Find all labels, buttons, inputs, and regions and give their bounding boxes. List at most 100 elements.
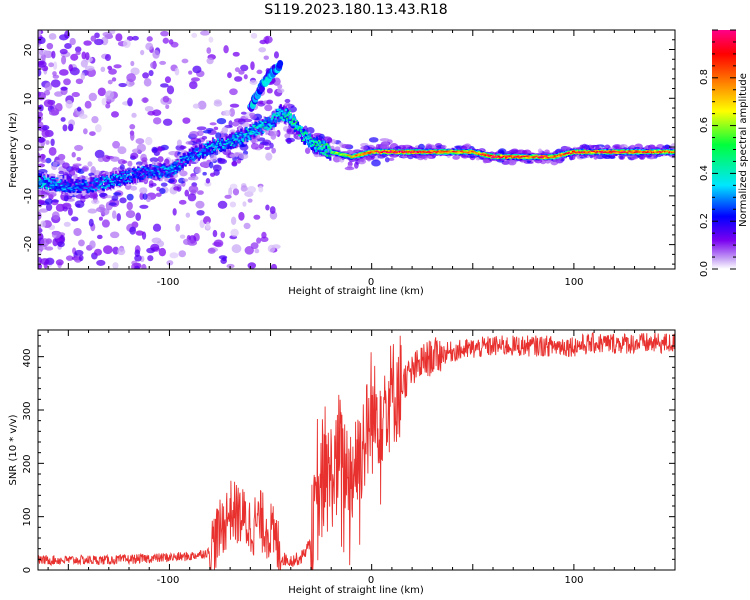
ridge-cell — [129, 180, 132, 183]
ridge-cell — [270, 118, 273, 123]
ridge-cell — [39, 178, 42, 181]
ridge-cell — [110, 176, 114, 179]
ridge-cell — [146, 169, 149, 173]
noise-blob — [670, 143, 675, 150]
ridge-cell — [120, 180, 124, 184]
ridge-cell — [50, 184, 53, 187]
ridge-cell — [321, 144, 324, 146]
noise-blob — [41, 129, 50, 138]
noise-blob — [172, 208, 177, 216]
ridge-cell — [262, 131, 265, 133]
noise-blob — [146, 36, 153, 42]
noise-blob — [89, 240, 96, 249]
ridge-cell — [268, 123, 271, 127]
ridge-cell — [222, 147, 225, 152]
noise-blob — [43, 99, 54, 108]
noise-blob — [156, 240, 165, 248]
ridge-cell — [130, 178, 133, 181]
ridge-cell — [628, 150, 631, 152]
ridge-cell — [87, 190, 90, 193]
ridge-cell — [295, 125, 299, 128]
ridge-cell — [406, 150, 409, 152]
ridge-cell — [292, 114, 296, 119]
noise-blob — [118, 82, 127, 88]
ridge-cell — [193, 157, 196, 160]
ridge-cell — [137, 176, 140, 179]
noise-blob — [147, 255, 154, 262]
ridge-cell — [170, 172, 173, 178]
noise-blob — [229, 201, 237, 208]
chart-title: S119.2023.180.13.43.R18 — [264, 2, 447, 18]
noise-blob — [188, 185, 199, 194]
ridge-cell — [163, 166, 166, 168]
ridge-cell — [289, 113, 292, 115]
noise-blob — [116, 213, 121, 222]
noise-blob — [110, 111, 120, 118]
ridge-cell — [573, 151, 577, 153]
ridge-cell — [233, 140, 236, 144]
ridge-cell — [114, 181, 118, 184]
noise-blob — [67, 207, 73, 216]
ridge-cell — [373, 151, 376, 153]
ridge-cell — [157, 170, 160, 172]
ridge-cell — [558, 153, 561, 156]
ridge-cell — [51, 183, 54, 186]
ridge-cell — [116, 181, 120, 184]
ridge-cell — [271, 114, 274, 118]
ridge-cell — [196, 154, 199, 156]
ridge-cell — [89, 181, 92, 185]
noise-blob — [70, 53, 79, 61]
noise-blob — [162, 95, 170, 103]
ridge-cell — [103, 177, 106, 179]
ridge-cell — [471, 151, 474, 153]
ridge-cell — [551, 155, 554, 157]
ridge-cell — [322, 148, 325, 154]
ridge-cell — [100, 186, 103, 189]
ridge-cell — [388, 151, 392, 154]
ridge-cell — [124, 179, 128, 183]
ridge-cell — [297, 125, 301, 129]
ridge-cell — [316, 144, 319, 146]
ridge-cell — [233, 144, 236, 147]
ridge-cell — [666, 150, 670, 152]
ridge-cell — [468, 150, 471, 152]
ridge-cell — [474, 151, 478, 154]
ridge-cell — [241, 140, 244, 145]
ridge-cell — [198, 153, 201, 156]
ridge-cell — [64, 187, 67, 190]
ridge-cell — [211, 144, 215, 148]
ridge-cell — [572, 150, 576, 152]
noise-blob — [217, 200, 228, 209]
ridge-cell — [470, 150, 473, 152]
ridge-cell — [557, 154, 560, 157]
ridge-cell — [99, 183, 102, 185]
ridge-cell — [246, 138, 249, 142]
ridge-cell — [56, 177, 59, 184]
ridge-cell — [222, 146, 225, 148]
ridge-cell — [249, 126, 252, 129]
ridge-cell — [310, 137, 313, 139]
ridge-cell — [657, 152, 661, 154]
ridge-cell — [145, 165, 148, 170]
ridge-cell — [60, 184, 63, 187]
ridge-cell — [362, 153, 365, 155]
ridge-cell — [131, 176, 134, 180]
ridge-cell — [47, 177, 50, 180]
noise-blob — [64, 30, 70, 39]
ridge-cell — [232, 134, 235, 138]
noise-blob — [40, 220, 46, 228]
ridge-cell — [253, 131, 256, 135]
ridge-cell — [53, 177, 56, 180]
ridge-cell — [576, 151, 580, 154]
ridge-cell — [122, 171, 126, 173]
noise-blob — [88, 218, 94, 227]
ridge-cell — [477, 151, 481, 154]
ridge-cell — [219, 142, 222, 145]
noise-blob — [130, 152, 139, 160]
noise-blob — [152, 223, 162, 232]
ridge-cell — [121, 175, 125, 179]
noise-blob — [58, 69, 69, 76]
noise-blob — [249, 79, 258, 85]
ridge-cell — [281, 106, 284, 112]
ridge-cell — [489, 154, 493, 157]
